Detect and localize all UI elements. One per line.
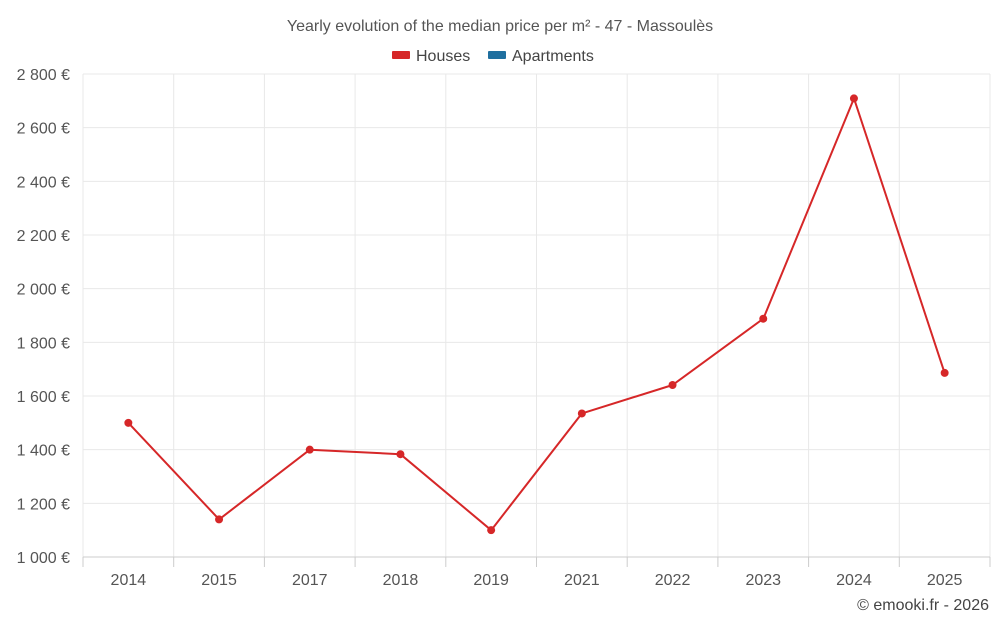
x-tick-label: 2019 xyxy=(473,572,509,589)
legend-item-houses[interactable]: Houses xyxy=(392,48,470,65)
data-point[interactable] xyxy=(215,515,224,524)
x-tick-label: 2017 xyxy=(292,572,328,589)
legend-swatch-apartments xyxy=(488,51,506,59)
legend: Houses Apartments xyxy=(392,48,594,65)
y-tick-label: 1 200 € xyxy=(17,496,70,513)
legend-label-houses: Houses xyxy=(416,48,470,65)
data-point[interactable] xyxy=(305,445,314,454)
x-tick-label: 2018 xyxy=(383,572,419,589)
x-tick-label: 2015 xyxy=(201,572,237,589)
data-point[interactable] xyxy=(849,94,858,103)
y-axis: 1 000 € 1 200 € 1 400 € 1 600 € 1 800 € 2 000… xyxy=(17,67,70,567)
series-line-houses xyxy=(127,97,946,532)
legend-swatch-houses xyxy=(392,51,410,59)
credit-text: © emooki.fr - 2026 xyxy=(857,597,989,614)
y-tick-label: 1 400 € xyxy=(17,443,70,460)
x-tick-label: 2023 xyxy=(745,572,781,589)
data-point[interactable] xyxy=(487,526,496,535)
chart-title: Yearly evolution of the median price per… xyxy=(287,18,713,35)
gridlines xyxy=(82,73,991,557)
x-tick-label: 2021 xyxy=(564,572,600,589)
y-tick-label: 2 000 € xyxy=(17,282,70,299)
x-tick-label: 2025 xyxy=(927,572,963,589)
x-tick-label: 2014 xyxy=(111,572,147,589)
x-tick-label: 2024 xyxy=(836,572,872,589)
data-point[interactable] xyxy=(940,368,949,377)
y-tick-label: 1 600 € xyxy=(17,389,70,406)
data-point[interactable] xyxy=(577,409,586,418)
y-tick-label: 2 400 € xyxy=(17,174,70,191)
x-axis: 2014 2015 2017 2018 2019 2021 2022 2023 2024 2025 xyxy=(82,556,991,589)
y-tick-label: 2 600 € xyxy=(17,121,70,138)
legend-label-apartments: Apartments xyxy=(512,48,594,65)
x-tick-label: 2022 xyxy=(655,572,691,589)
y-tick-label: 2 200 € xyxy=(17,228,70,245)
legend-item-apartments[interactable]: Apartments xyxy=(488,48,594,65)
y-tick-label: 1 000 € xyxy=(17,550,70,567)
y-tick-label: 1 800 € xyxy=(17,335,70,352)
series-houses xyxy=(124,94,949,535)
y-tick-label: 2 800 € xyxy=(17,67,70,84)
data-point[interactable] xyxy=(124,418,133,427)
data-point[interactable] xyxy=(396,450,405,459)
data-point[interactable] xyxy=(668,380,677,389)
data-point[interactable] xyxy=(759,314,768,323)
